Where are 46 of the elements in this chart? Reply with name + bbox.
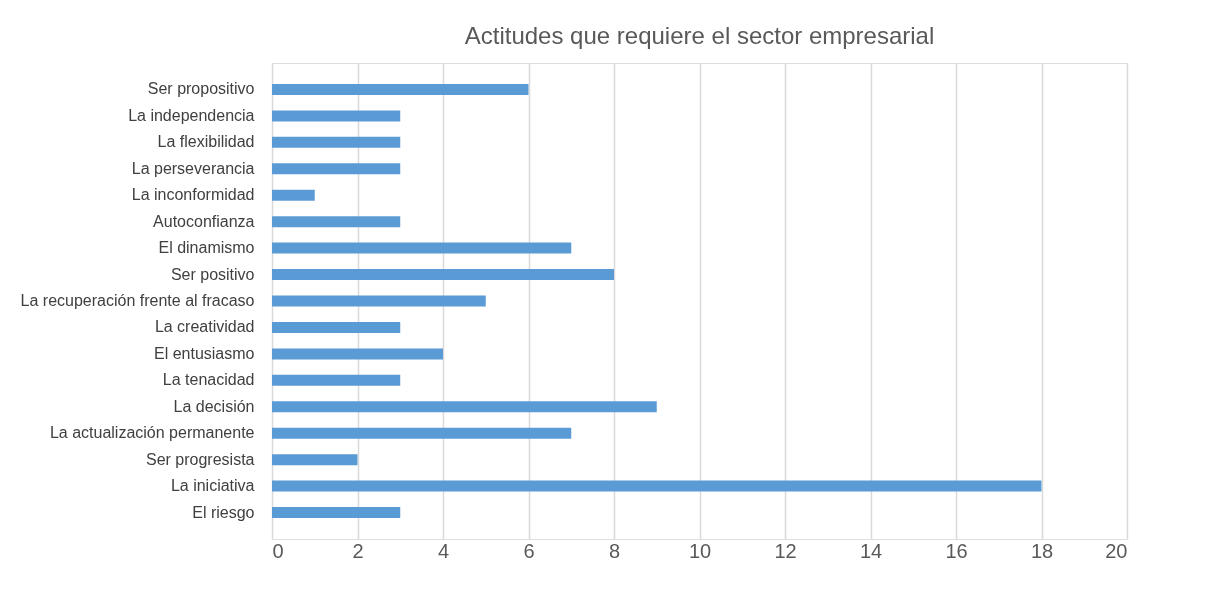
bar bbox=[272, 374, 401, 386]
y-tick-label: La flexibilidad bbox=[157, 133, 255, 151]
bar bbox=[272, 295, 486, 307]
bar bbox=[272, 216, 401, 228]
x-tick-label: 8 bbox=[608, 539, 621, 562]
bar bbox=[272, 348, 443, 360]
y-tick-label: El entusiasmo bbox=[154, 344, 255, 362]
y-tick-label: La actualización permanente bbox=[49, 424, 255, 442]
x-tick-label: 20 bbox=[1105, 539, 1128, 562]
y-tick-label: Autoconfianza bbox=[153, 212, 255, 230]
y-tick-label: La recuperación frente al fracaso bbox=[20, 292, 255, 309]
bar bbox=[272, 427, 572, 439]
y-tick-label: La independencia bbox=[128, 106, 255, 124]
x-tick-label: 14 bbox=[859, 539, 883, 562]
x-tick-label: 10 bbox=[688, 539, 712, 562]
bar bbox=[272, 454, 358, 466]
x-tick-label: 2 bbox=[352, 539, 364, 562]
y-tick-label: La perseverancia bbox=[131, 159, 255, 177]
bar bbox=[272, 480, 1042, 492]
y-tick-label: La tenacidad bbox=[162, 371, 255, 389]
y-tick-label: Ser progresista bbox=[146, 450, 255, 468]
x-tick-label: 6 bbox=[523, 539, 535, 562]
y-tick-label: La decisión bbox=[173, 397, 255, 415]
bar bbox=[272, 136, 401, 148]
y-tick-label: La creatividad bbox=[154, 318, 255, 336]
x-tick-label: 4 bbox=[437, 539, 450, 562]
x-tick-label: 12 bbox=[774, 539, 797, 562]
bar bbox=[272, 83, 529, 95]
bar bbox=[272, 401, 657, 413]
x-tick-label: 18 bbox=[1030, 539, 1054, 562]
y-tick-label: Ser propositivo bbox=[147, 80, 255, 98]
bar bbox=[272, 110, 401, 122]
y-tick-label: El riesgo bbox=[192, 503, 255, 521]
y-tick-label: La inconformidad bbox=[131, 186, 255, 204]
bar bbox=[272, 189, 315, 201]
y-tick-label: La iniciativa bbox=[170, 477, 255, 495]
bar bbox=[272, 242, 572, 254]
bar bbox=[272, 321, 401, 333]
bar bbox=[272, 269, 614, 281]
chart-title: Actitudes que requiere el sector empresarial bbox=[464, 22, 935, 49]
bar bbox=[272, 507, 401, 519]
bar bbox=[272, 163, 401, 175]
x-tick-label: 0 bbox=[272, 539, 284, 562]
x-tick-label: 16 bbox=[945, 539, 968, 562]
y-tick-label: Ser positivo bbox=[170, 265, 255, 283]
y-tick-label: El dinamismo bbox=[158, 239, 255, 257]
